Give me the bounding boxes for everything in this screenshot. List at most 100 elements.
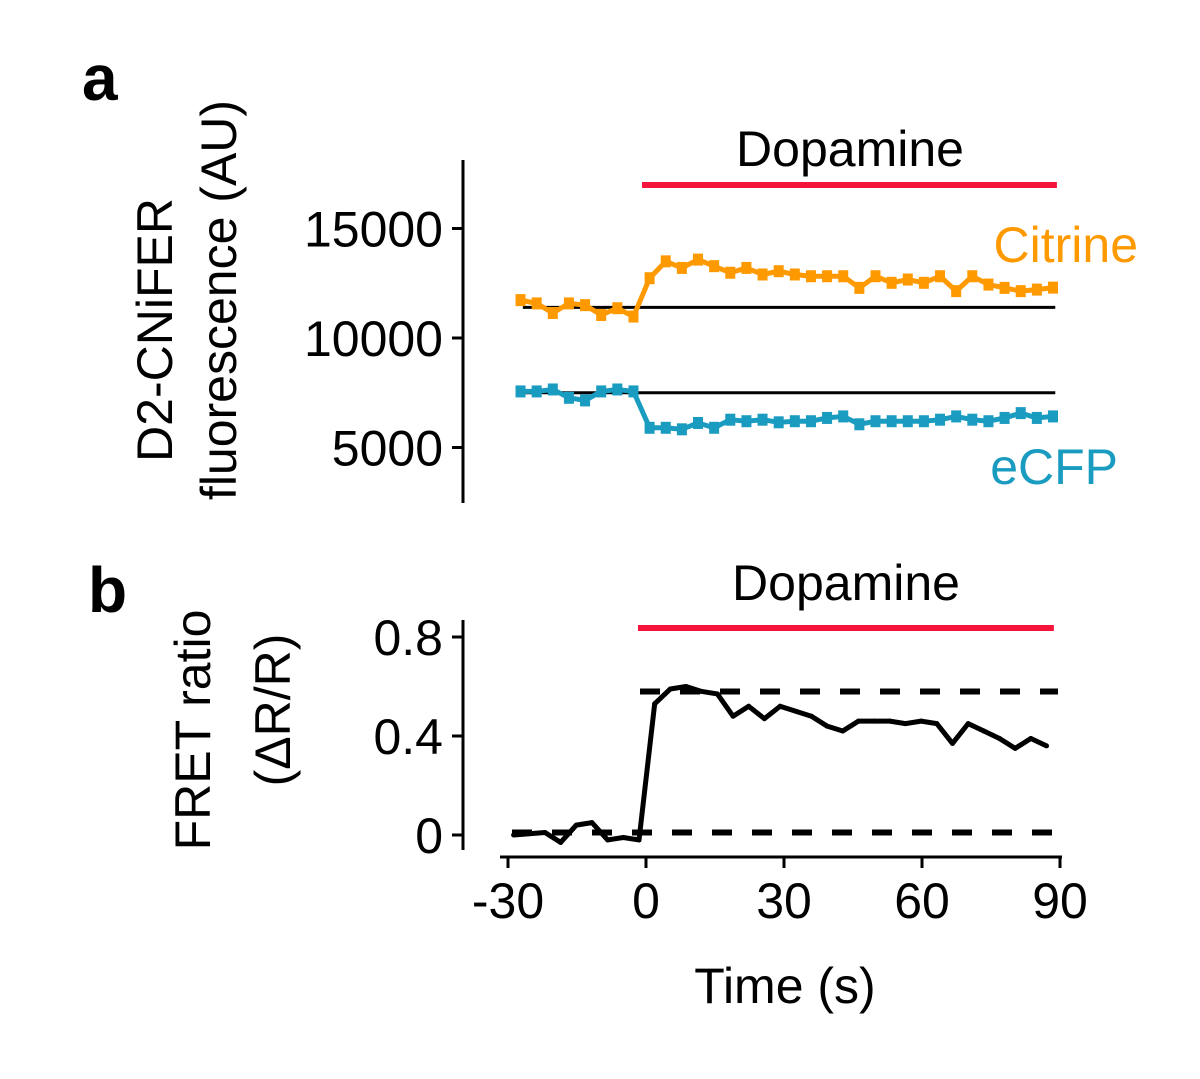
data-point-ecfp xyxy=(838,410,849,423)
data-point-fret xyxy=(683,684,689,689)
data-point-fret xyxy=(589,820,595,826)
ylabel-b-line1: FRET ratio xyxy=(165,610,221,851)
data-point-ecfp xyxy=(531,385,542,398)
y-tick-label-a: 15000 xyxy=(304,202,443,258)
data-point-ecfp xyxy=(951,410,962,423)
data-point-ecfp xyxy=(741,415,752,428)
data-point-citrine xyxy=(951,285,962,298)
series-line-citrine xyxy=(520,257,1054,320)
data-point-citrine xyxy=(531,297,542,310)
data-point-citrine xyxy=(999,281,1010,294)
data-point-citrine xyxy=(676,261,687,274)
data-point-fret xyxy=(949,740,955,746)
data-point-citrine xyxy=(967,270,978,283)
data-point-fret xyxy=(1044,743,1050,749)
plot-b: 0 0.4 0.8 -30 0 30 60 90 xyxy=(373,610,1087,929)
data-point-ecfp xyxy=(547,383,558,396)
data-point-fret xyxy=(620,834,626,840)
plot-a: 5000 10000 15000 xyxy=(304,160,1058,503)
data-point-citrine xyxy=(838,270,849,283)
data-point-citrine xyxy=(822,270,833,283)
y-tick-label-a: 5000 xyxy=(332,421,443,477)
data-point-ecfp xyxy=(628,385,639,398)
data-point-fret xyxy=(997,735,1003,741)
data-point-ecfp xyxy=(1047,410,1058,423)
data-point-fret xyxy=(871,718,877,724)
legend-ecfp: eCFP xyxy=(990,439,1118,495)
data-point-citrine xyxy=(902,273,913,286)
data-point-citrine xyxy=(515,294,526,307)
y-tick-label-b: 0 xyxy=(415,808,443,864)
data-point-ecfp xyxy=(580,394,591,407)
y-tick-label-b: 0.8 xyxy=(373,610,443,666)
data-point-citrine xyxy=(983,278,994,291)
data-point-fret xyxy=(605,837,611,843)
data-point-ecfp xyxy=(902,415,913,428)
data-point-ecfp xyxy=(967,413,978,426)
data-point-fret xyxy=(714,691,720,697)
x-tick-label: 0 xyxy=(632,873,660,929)
data-point-fret xyxy=(840,728,846,734)
y-tick-label-b: 0.4 xyxy=(373,709,443,765)
data-point-fret xyxy=(526,831,532,837)
data-point-ecfp xyxy=(773,416,784,429)
data-point-citrine xyxy=(773,265,784,278)
data-point-fret xyxy=(793,708,799,714)
data-point-citrine xyxy=(805,270,816,283)
data-point-ecfp xyxy=(805,415,816,428)
data-point-citrine xyxy=(789,268,800,281)
data-point-citrine xyxy=(870,270,881,283)
data-point-fret xyxy=(918,718,924,724)
data-point-citrine xyxy=(644,272,655,285)
y-tick-label-a: 10000 xyxy=(304,311,443,367)
data-point-ecfp xyxy=(1031,411,1042,424)
data-point-ecfp xyxy=(854,418,865,431)
xlabel: Time (s) xyxy=(694,958,875,1014)
data-point-ecfp xyxy=(870,415,881,428)
data-point-fret xyxy=(511,832,517,838)
data-point-fret xyxy=(1012,745,1018,751)
data-point-fret xyxy=(824,723,830,729)
panel-label-b: b xyxy=(88,554,127,626)
data-point-citrine xyxy=(935,270,946,283)
ylabel-b-line2: (ΔR/R) xyxy=(245,634,301,787)
data-point-ecfp xyxy=(757,413,768,426)
data-point-fret xyxy=(699,688,705,694)
data-point-fret xyxy=(934,721,940,727)
data-point-fret xyxy=(558,839,564,845)
x-tick-label: 30 xyxy=(756,873,812,929)
data-point-citrine xyxy=(563,297,574,310)
x-tick-label: 60 xyxy=(894,873,950,929)
data-point-fret xyxy=(636,837,642,843)
data-point-fret xyxy=(652,701,658,707)
data-point-ecfp xyxy=(660,421,671,434)
data-point-ecfp xyxy=(725,413,736,426)
data-point-citrine xyxy=(854,281,865,294)
data-point-citrine xyxy=(725,266,736,279)
data-point-ecfp xyxy=(918,415,929,428)
data-point-ecfp xyxy=(1015,407,1026,420)
data-point-ecfp xyxy=(983,415,994,428)
panel-label-a: a xyxy=(82,42,118,114)
data-point-fret xyxy=(981,728,987,734)
data-point-fret xyxy=(808,713,814,719)
data-point-citrine xyxy=(693,253,704,266)
data-point-fret xyxy=(573,822,579,828)
x-tick-label: 90 xyxy=(1032,873,1088,929)
data-point-citrine xyxy=(709,260,720,273)
data-point-fret xyxy=(902,721,908,727)
data-point-citrine xyxy=(596,309,607,322)
data-point-ecfp xyxy=(935,413,946,426)
data-point-fret xyxy=(667,686,673,692)
data-point-ecfp xyxy=(515,385,526,398)
data-point-fret xyxy=(730,713,736,719)
ylabel-a-line1: D2-CNiFER xyxy=(127,198,183,462)
series-line-fret xyxy=(513,684,1048,845)
data-point-citrine xyxy=(741,261,752,274)
data-point-ecfp xyxy=(563,391,574,404)
data-point-citrine xyxy=(547,307,558,320)
dopamine-label-a: Dopamine xyxy=(736,121,964,177)
data-point-ecfp xyxy=(676,423,687,436)
data-point-citrine xyxy=(918,276,929,289)
data-point-ecfp xyxy=(886,415,897,428)
